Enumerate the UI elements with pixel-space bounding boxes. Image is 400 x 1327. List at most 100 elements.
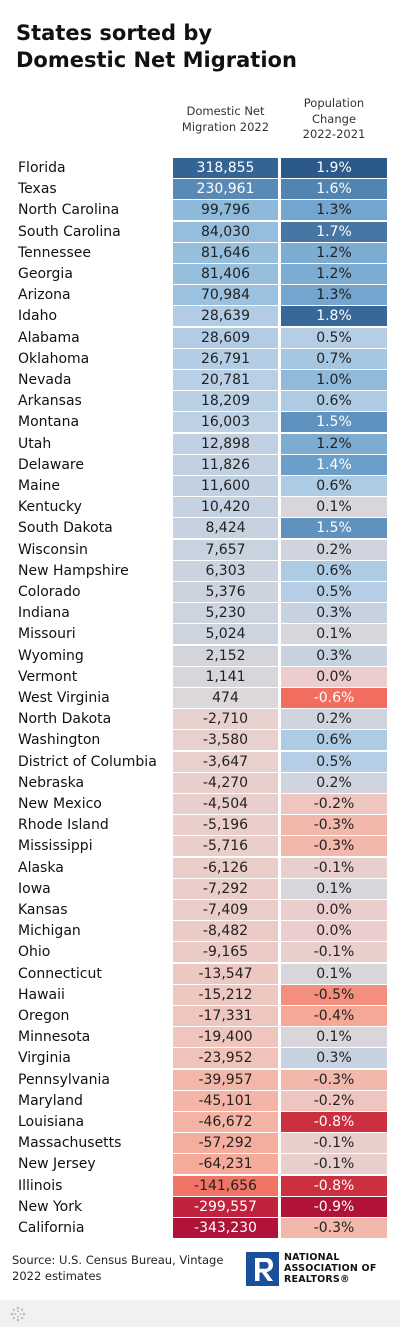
column-header-population-change[interactable]: Population Change 2022-2021 bbox=[281, 96, 387, 143]
migration-cell: 5,376 bbox=[173, 582, 278, 602]
logo-wordmark: NATIONAL ASSOCIATION OF REALTORS® bbox=[284, 1252, 377, 1285]
population-change-cell: 1.5% bbox=[281, 518, 387, 539]
table-row: West Virginia 474 -0.6% bbox=[0, 688, 400, 708]
table-row: Idaho 28,639 1.8% bbox=[0, 306, 400, 327]
logo-line3: REALTORS® bbox=[284, 1274, 350, 1285]
migration-cell: 6,303 bbox=[173, 560, 278, 581]
migration-cell: 81,646 bbox=[173, 242, 278, 263]
table-row: District of Columbia -3,647 0.5% bbox=[0, 751, 400, 772]
population-change-cell: 1.2% bbox=[281, 433, 387, 454]
population-change-cell: -0.3% bbox=[281, 1218, 387, 1238]
population-change-cell: 0.5% bbox=[281, 751, 387, 772]
state-name: Wisconsin bbox=[18, 541, 88, 558]
state-name: Alaska bbox=[18, 859, 64, 876]
migration-cell: -4,504 bbox=[173, 794, 278, 814]
table-row: Nebraska -4,270 0.2% bbox=[0, 772, 400, 793]
table-row: Pennsylvania -39,957 -0.3% bbox=[0, 1069, 400, 1090]
table-row: Wisconsin 7,657 0.2% bbox=[0, 539, 400, 560]
table-row: Texas 230,961 1.6% bbox=[0, 179, 400, 200]
realtor-r-logo-icon bbox=[246, 1252, 279, 1286]
table-row: New Jersey -64,231 -0.1% bbox=[0, 1154, 400, 1175]
state-name: Idaho bbox=[18, 308, 58, 325]
state-name: Kansas bbox=[18, 902, 68, 918]
state-name: Colorado bbox=[18, 584, 81, 600]
state-name: Arizona bbox=[18, 287, 71, 304]
population-change-cell: 1.5% bbox=[281, 412, 387, 433]
migration-cell: 99,796 bbox=[173, 200, 278, 221]
state-name: Ohio bbox=[18, 944, 51, 961]
state-name: California bbox=[18, 1220, 85, 1236]
population-change-cell: 0.1% bbox=[281, 497, 387, 518]
table-row: South Carolina 84,030 1.7% bbox=[0, 221, 400, 242]
migration-cell: 70,984 bbox=[173, 285, 278, 306]
migration-cell: 16,003 bbox=[173, 412, 278, 433]
population-change-cell: 0.6% bbox=[281, 730, 387, 751]
state-name: Tennessee bbox=[18, 244, 91, 261]
state-name: Vermont bbox=[18, 668, 78, 685]
population-change-cell: -0.8% bbox=[281, 1175, 387, 1196]
table-row: Georgia 81,406 1.2% bbox=[0, 264, 400, 284]
table-row: Oklahoma 26,791 0.7% bbox=[0, 348, 400, 369]
population-change-cell: -0.5% bbox=[281, 984, 387, 1005]
population-change-cell: 1.4% bbox=[281, 454, 387, 475]
logo-line2: ASSOCIATION OF bbox=[284, 1263, 377, 1274]
state-name: Nebraska bbox=[18, 774, 85, 791]
migration-cell: 7,657 bbox=[173, 539, 278, 560]
migration-cell: 12,898 bbox=[173, 433, 278, 454]
state-name: Nevada bbox=[18, 372, 72, 388]
migration-cell: -7,409 bbox=[173, 900, 278, 920]
table-row: Delaware 11,826 1.4% bbox=[0, 454, 400, 475]
nar-logo[interactable]: NATIONAL ASSOCIATION OF REALTORS® bbox=[246, 1252, 396, 1286]
migration-cell: -64,231 bbox=[173, 1154, 278, 1175]
state-name: Mississippi bbox=[18, 838, 93, 855]
population-change-cell: 0.6% bbox=[281, 560, 387, 581]
migration-cell: 81,406 bbox=[173, 264, 278, 284]
migration-cell: -46,672 bbox=[173, 1112, 278, 1132]
table-row: Utah 12,898 1.2% bbox=[0, 433, 400, 454]
migration-cell: 318,855 bbox=[173, 158, 278, 178]
population-change-cell: -0.8% bbox=[281, 1112, 387, 1132]
population-change-cell: 0.0% bbox=[281, 900, 387, 920]
state-name: Oklahoma bbox=[18, 350, 90, 367]
migration-cell: -39,957 bbox=[173, 1069, 278, 1090]
migration-cell: -2,710 bbox=[173, 709, 278, 730]
table-row: Arkansas 18,209 0.6% bbox=[0, 391, 400, 412]
state-name: New York bbox=[18, 1198, 83, 1215]
table-row: Iowa -7,292 0.1% bbox=[0, 878, 400, 899]
column-header-change-line3: 2022-2021 bbox=[302, 127, 366, 141]
table-row: California -343,230 -0.3% bbox=[0, 1218, 400, 1238]
column-header-change-line2: Change bbox=[311, 111, 357, 126]
migration-cell: 10,420 bbox=[173, 497, 278, 518]
state-name: Illinois bbox=[18, 1177, 63, 1194]
table-row: North Dakota -2,710 0.2% bbox=[0, 709, 400, 730]
population-change-cell: -0.3% bbox=[281, 836, 387, 857]
chart-title: States sorted by Domestic Net Migration bbox=[16, 20, 386, 74]
chart-title-line1: States sorted by bbox=[16, 21, 213, 45]
migration-cell: -23,952 bbox=[173, 1048, 278, 1069]
datawrapper-logo-icon[interactable] bbox=[10, 1306, 26, 1322]
table-row: Oregon -17,331 -0.4% bbox=[0, 1006, 400, 1026]
table-row: Florida 318,855 1.9% bbox=[0, 158, 400, 178]
table-row: Missouri 5,024 0.1% bbox=[0, 624, 400, 645]
table-row: North Carolina 99,796 1.3% bbox=[0, 200, 400, 221]
migration-cell: -6,126 bbox=[173, 857, 278, 878]
population-change-cell: 0.6% bbox=[281, 476, 387, 496]
table-row: Vermont 1,141 0.0% bbox=[0, 666, 400, 687]
state-name: Iowa bbox=[18, 880, 51, 897]
table-row: South Dakota 8,424 1.5% bbox=[0, 518, 400, 539]
migration-cell: -5,196 bbox=[173, 815, 278, 836]
population-change-cell: 0.1% bbox=[281, 624, 387, 645]
migration-cell: 11,600 bbox=[173, 476, 278, 496]
population-change-cell: 1.0% bbox=[281, 370, 387, 390]
table-row: Ohio -9,165 -0.1% bbox=[0, 942, 400, 963]
migration-cell: 11,826 bbox=[173, 454, 278, 475]
table-row: Alabama 28,609 0.5% bbox=[0, 327, 400, 348]
table-row: Indiana 5,230 0.3% bbox=[0, 603, 400, 624]
population-change-cell: 1.3% bbox=[281, 200, 387, 221]
table-row: Wyoming 2,152 0.3% bbox=[0, 645, 400, 666]
population-change-cell: 0.3% bbox=[281, 1048, 387, 1069]
column-header-migration[interactable]: Domestic Net Migration 2022 bbox=[173, 104, 278, 135]
state-name: North Dakota bbox=[18, 711, 112, 728]
table-row: Minnesota -19,400 0.1% bbox=[0, 1027, 400, 1048]
migration-cell: -9,165 bbox=[173, 942, 278, 963]
